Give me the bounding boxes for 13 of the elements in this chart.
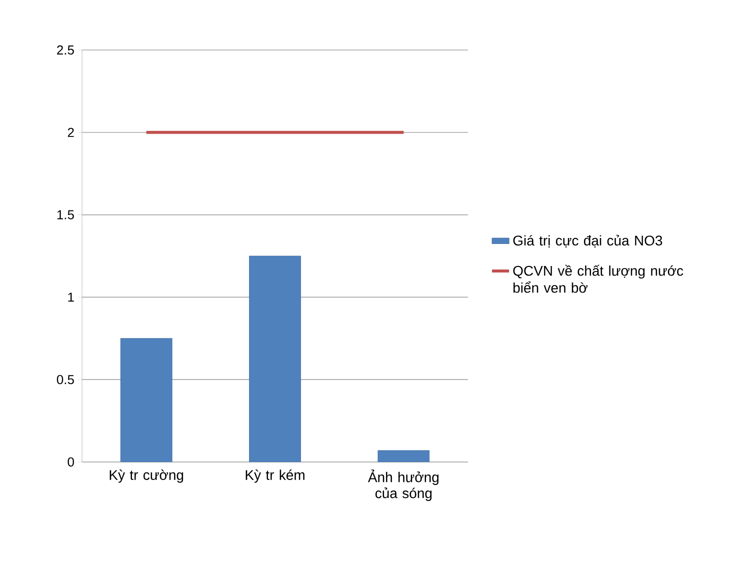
bar	[120, 338, 172, 462]
y-tick-label: 0.5	[56, 374, 74, 384]
y-tick-label: 2	[68, 128, 74, 137]
y-tick-label: 2.5	[57, 45, 74, 55]
x-tick-label: Kỳ tr cường	[110, 470, 184, 483]
y-tick-label: 1.5	[57, 210, 74, 220]
bar	[249, 256, 301, 462]
y-tick-label: 1	[68, 292, 74, 302]
x-tick-label: Ảnh hưởng của sóng	[368, 470, 438, 501]
x-tick-label: Kỳ tr kém	[246, 470, 304, 483]
legend-label: Giá trị cực đại của NO3	[513, 234, 662, 248]
y-tick-label: 0	[68, 457, 74, 467]
legend-label: QCVN về chất lượng nước biển ven bờ	[513, 264, 684, 293]
